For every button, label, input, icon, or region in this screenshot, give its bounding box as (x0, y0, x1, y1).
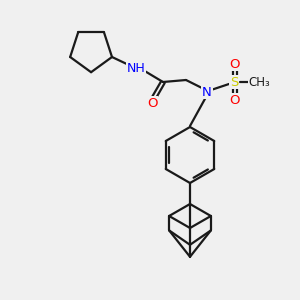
Text: O: O (229, 58, 239, 70)
Text: NH: NH (127, 61, 146, 74)
Text: S: S (230, 76, 238, 88)
Text: N: N (202, 85, 212, 98)
Text: O: O (229, 94, 239, 106)
Text: CH₃: CH₃ (248, 76, 270, 88)
Text: O: O (147, 97, 157, 110)
